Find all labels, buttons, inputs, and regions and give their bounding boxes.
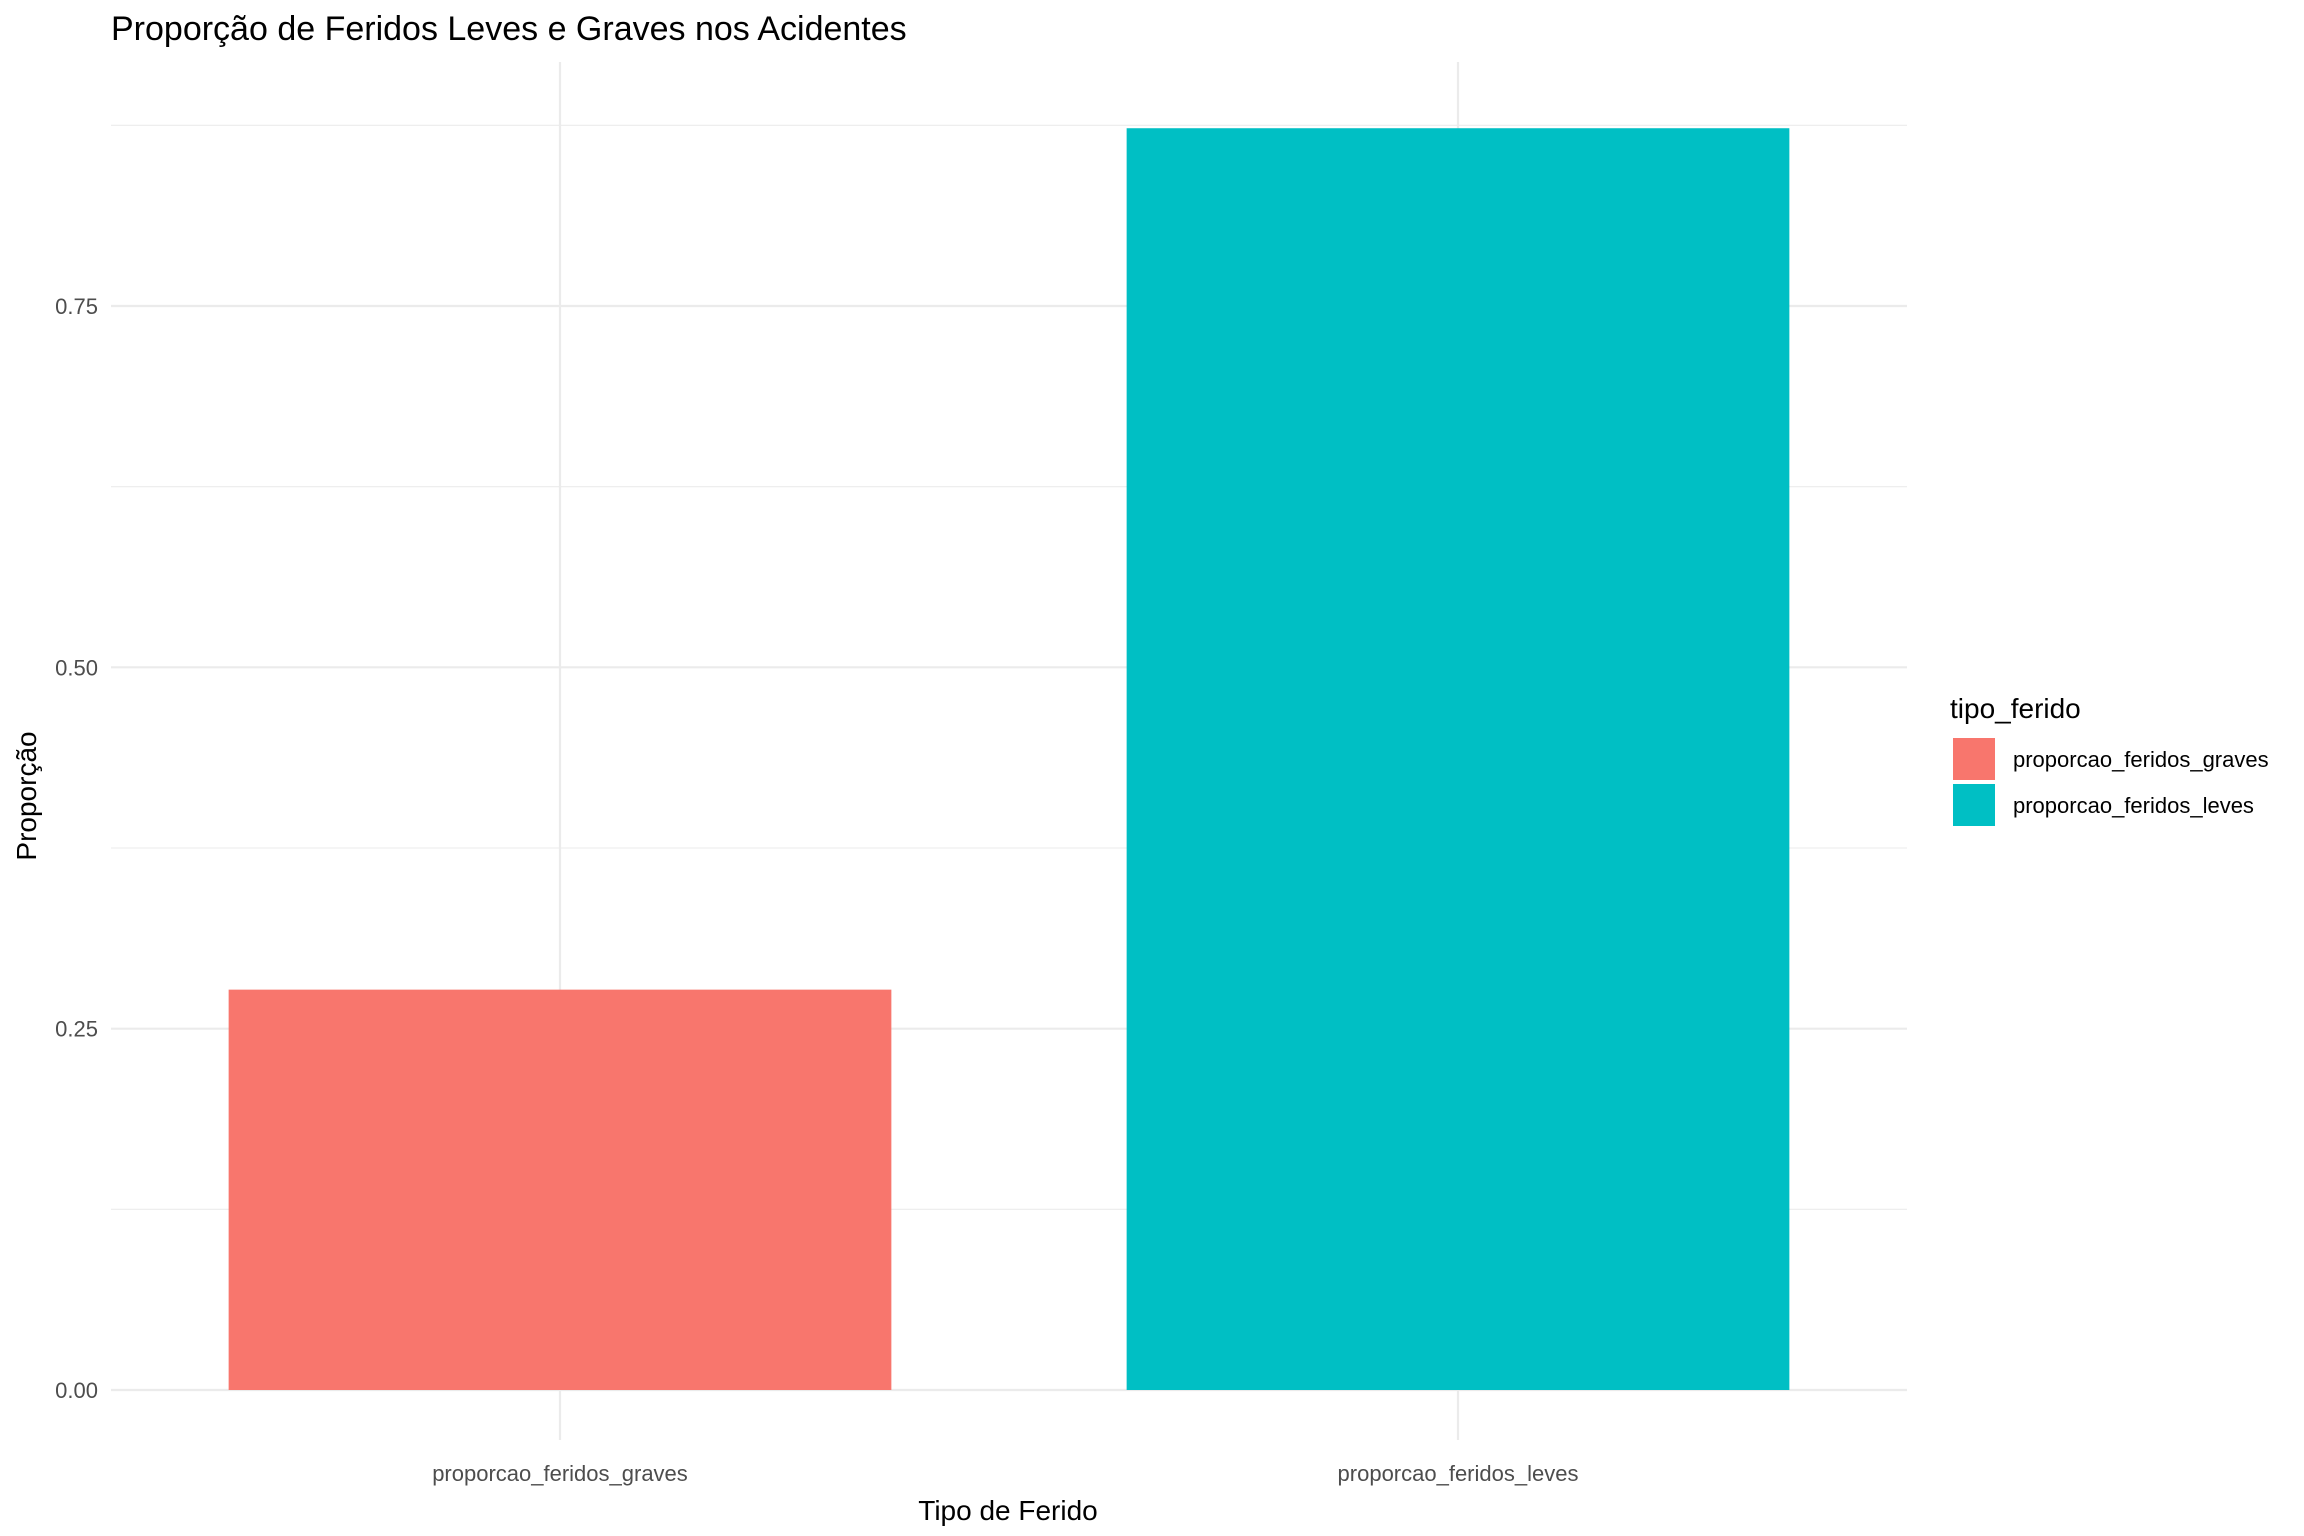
legend-swatch bbox=[1953, 738, 1995, 780]
y-axis-ticks: 0.00 0.25 0.50 0.75 bbox=[55, 294, 98, 1403]
bar-proporcao_feridos_graves bbox=[228, 989, 892, 1390]
y-tick-label: 0.00 bbox=[55, 1378, 98, 1403]
legend-label: proporcao_feridos_graves bbox=[2013, 747, 2269, 772]
legend-swatch bbox=[1953, 784, 1995, 826]
legend-items: proporcao_feridos_graves proporcao_ferido… bbox=[1953, 738, 2269, 826]
y-tick-label: 0.75 bbox=[55, 294, 98, 319]
y-axis-title: Proporção bbox=[11, 731, 42, 860]
chart-title: Proporção de Feridos Leves e Graves nos … bbox=[111, 10, 907, 48]
x-axis-title: Tipo de Ferido bbox=[918, 1495, 1098, 1526]
x-axis-ticks: proporcao_feridos_graves proporcao_ferido… bbox=[432, 1461, 1578, 1486]
bar-proporcao_feridos_leves bbox=[1126, 128, 1790, 1390]
x-tick-label: proporcao_feridos_graves bbox=[432, 1461, 688, 1486]
legend-label: proporcao_feridos_leves bbox=[2013, 793, 2254, 818]
x-tick-label: proporcao_feridos_leves bbox=[1338, 1461, 1579, 1486]
legend-title: tipo_ferido bbox=[1950, 693, 2081, 724]
y-tick-label: 0.25 bbox=[55, 1017, 98, 1042]
y-tick-label: 0.50 bbox=[55, 655, 98, 680]
bars bbox=[228, 128, 1790, 1390]
legend: tipo_ferido proporcao_feridos_gravesprop… bbox=[1950, 693, 2269, 826]
